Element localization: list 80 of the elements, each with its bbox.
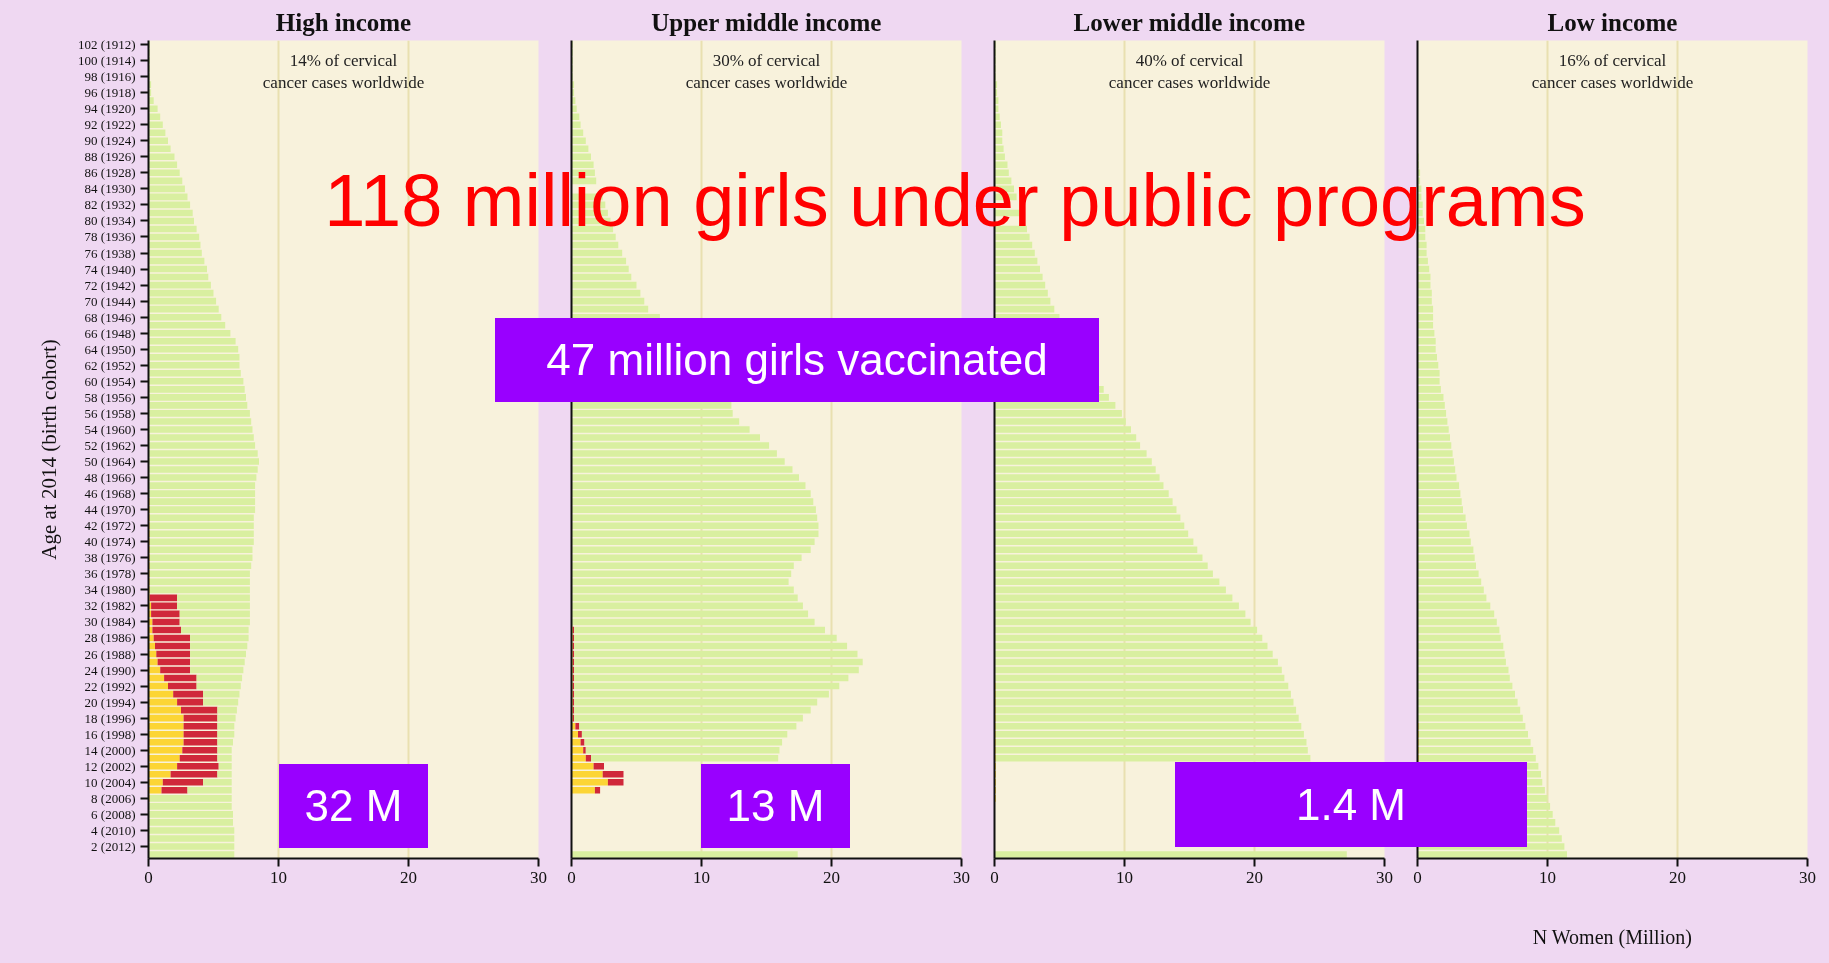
text: 40% of cervical cancer cases worldwide xyxy=(1108,50,1271,93)
x-tick-label: 20 xyxy=(823,867,840,887)
chart-title: High income xyxy=(275,8,412,36)
x-tick-label: 10 xyxy=(270,867,287,887)
x-tick-label: 30 xyxy=(953,867,970,887)
text: 30% of cervical cancer cases worldwide xyxy=(685,50,848,93)
x-tick-label: 10 xyxy=(1539,867,1556,887)
x-tick-label: 0 xyxy=(567,867,576,887)
y-tick-label: 8 (2006) xyxy=(91,790,136,806)
y-tick-label: 50 (1964) xyxy=(84,454,136,470)
y-tick-label: 12 (2002) xyxy=(84,758,136,774)
x-tick-label: 10 xyxy=(693,867,710,887)
y-tick-label: 86 (1928) xyxy=(84,165,136,181)
annotation: 32 M xyxy=(279,764,428,848)
y-tick-label: 24 (1990) xyxy=(84,662,136,678)
annotation: 13 M xyxy=(701,764,850,848)
annotation: 1.4 M xyxy=(1175,762,1527,847)
y-tick-label: 60 (1954) xyxy=(84,373,136,389)
x-tick-label: 30 xyxy=(530,867,547,887)
chart-title: Upper middle income xyxy=(651,8,882,36)
y-tick-label: 100 (1914) xyxy=(78,53,136,69)
y-tick-label: 6 (2008) xyxy=(91,806,136,822)
y-tick-label: 40 (1974) xyxy=(84,534,136,550)
y-tick-label: 22 (1992) xyxy=(84,678,136,694)
y-tick-label: 62 (1952) xyxy=(84,357,136,373)
y-tick-label: 94 (1920) xyxy=(84,101,136,117)
y-tick-label: 42 (1972) xyxy=(84,518,136,534)
y-tick-label: 88 (1926) xyxy=(84,149,136,165)
y-tick-label: 90 (1924) xyxy=(84,133,136,149)
y-tick-label: 58 (1956) xyxy=(84,389,136,405)
x-tick-label: 0 xyxy=(990,867,999,887)
y-tick-label: 52 (1962) xyxy=(84,437,136,453)
x-axis-title: N Women (Million) xyxy=(1532,925,1692,949)
y-tick-label: 76 (1938) xyxy=(84,245,136,261)
y-tick-label: 66 (1948) xyxy=(84,325,136,341)
y-tick-label: 72 (1942) xyxy=(84,277,136,293)
y-tick-label: 96 (1918) xyxy=(84,85,136,101)
y-axis-title: Age at 2014 (birth cohort) xyxy=(37,339,62,560)
y-tick-label: 84 (1930) xyxy=(84,181,136,197)
x-tick-label: 0 xyxy=(144,867,153,887)
x-tick-label: 20 xyxy=(400,867,417,887)
y-tick-label: 54 (1960) xyxy=(84,421,136,437)
y-tick-label: 18 (1996) xyxy=(84,710,136,726)
x-tick-label: 0 xyxy=(1413,867,1422,887)
x-tick-label: 20 xyxy=(1669,867,1686,887)
y-tick-label: 78 (1936) xyxy=(84,229,136,245)
y-tick-label: 14 (2000) xyxy=(84,742,136,758)
y-tick-label: 28 (1986) xyxy=(84,630,136,646)
y-tick-label: 2 (2012) xyxy=(91,838,136,854)
y-tick-label: 82 (1932) xyxy=(84,197,136,213)
text: 16% of cervical cancer cases worldwide xyxy=(1531,50,1694,93)
text: 14% of cervical cancer cases worldwide xyxy=(262,50,425,93)
y-tick-label: 26 (1988) xyxy=(84,646,136,662)
y-tick-label: 44 (1970) xyxy=(84,502,136,518)
x-tick-label: 30 xyxy=(1376,867,1393,887)
y-tick-label: 16 (1998) xyxy=(84,726,136,742)
y-tick-label: 80 (1934) xyxy=(84,213,136,229)
y-tick-label: 70 (1944) xyxy=(84,293,136,309)
y-tick-label: 4 (2010) xyxy=(91,822,136,838)
chart-title: Lower middle income xyxy=(1073,8,1306,36)
y-tick-label: 32 (1982) xyxy=(84,598,136,614)
y-tick-label: 102 (1912) xyxy=(78,37,136,53)
chart-title: Low income xyxy=(1547,8,1678,36)
y-tick-label: 10 (2004) xyxy=(84,774,136,790)
y-tick-label: 20 (1994) xyxy=(84,694,136,710)
y-tick-label: 74 (1940) xyxy=(84,261,136,277)
y-tick-label: 34 (1980) xyxy=(84,582,136,598)
y-tick-label: 98 (1916) xyxy=(84,69,136,85)
y-tick-label: 56 (1958) xyxy=(84,405,136,421)
y-tick-label: 36 (1978) xyxy=(84,566,136,582)
y-tick-label: 92 (1922) xyxy=(84,117,136,133)
x-tick-label: 30 xyxy=(1799,867,1816,887)
y-tick-label: 38 (1976) xyxy=(84,550,136,566)
y-tick-label: 46 (1968) xyxy=(84,486,136,502)
x-tick-label: 20 xyxy=(1246,867,1263,887)
y-tick-label: 64 (1950) xyxy=(84,341,136,357)
y-tick-label: 68 (1946) xyxy=(84,309,136,325)
x-tick-label: 10 xyxy=(1116,867,1133,887)
y-tick-label: 30 (1984) xyxy=(84,614,136,630)
y-tick-label: 48 (1966) xyxy=(84,470,136,486)
